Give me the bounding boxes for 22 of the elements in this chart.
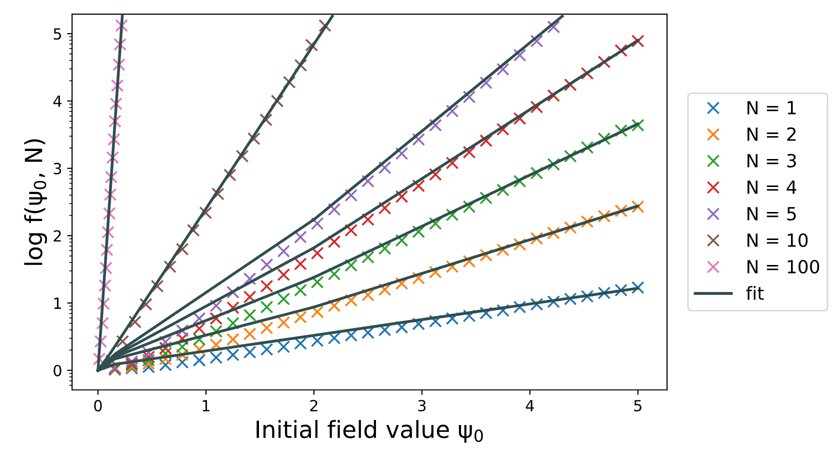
y-tick-label: 1 <box>54 298 61 309</box>
legend-label: N = 4 <box>748 180 796 194</box>
legend-label: N = 5 <box>748 207 796 220</box>
legend-label: N = 3 <box>748 154 796 168</box>
y-tick-label: 4 <box>53 96 62 107</box>
y-tick-label: 5 <box>54 28 62 40</box>
y-tick-label: 3 <box>54 162 62 174</box>
x-tick-label: 2 <box>310 400 318 412</box>
legend-label: N = 1 <box>748 101 796 114</box>
legend-label: fit <box>746 286 764 300</box>
x-axis-title: Initial field value ψ$_{0}$ <box>256 420 483 443</box>
y-tick-label: 0 <box>54 364 62 376</box>
x-tick-label: 4 <box>526 400 534 412</box>
legend-label: N = 2 <box>748 127 796 141</box>
legend-label: N = 10 <box>748 233 808 247</box>
x-tick-label: 5 <box>634 400 642 412</box>
legend-label: N = 100 <box>748 260 820 274</box>
y-axis-title: log f(ψ$_{0}$, N) <box>24 139 48 265</box>
y-tick-label: 2 <box>54 230 61 242</box>
x-tick-label: 0 <box>94 400 102 412</box>
x-tick-label: 1 <box>202 400 210 412</box>
x-tick-label: 3 <box>418 400 426 412</box>
